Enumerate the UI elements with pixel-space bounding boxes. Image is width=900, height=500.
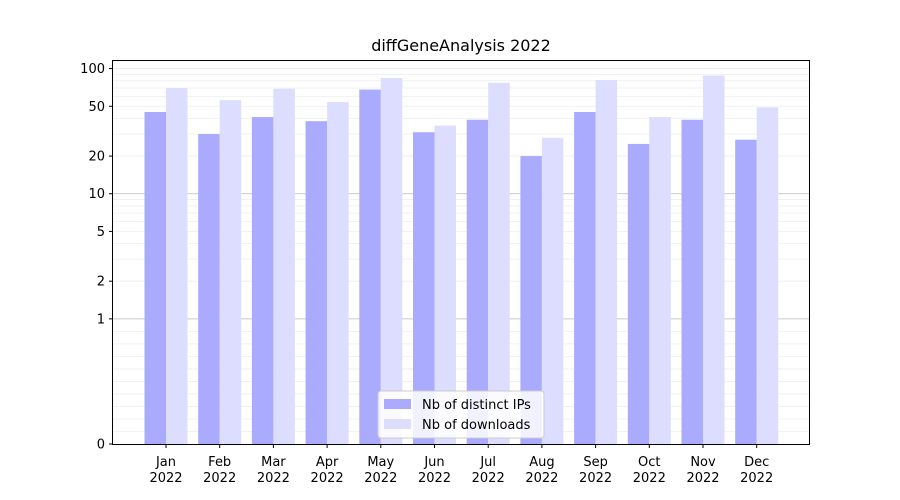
y-tick-label: 0 xyxy=(97,438,105,453)
y-tick-label: 5 xyxy=(97,225,105,240)
legend-box xyxy=(377,390,545,439)
legend-swatch xyxy=(384,419,411,429)
bar-distinct-ips xyxy=(735,139,757,444)
x-tick-label: May 2022 xyxy=(364,455,397,486)
x-tick-label: Jan 2022 xyxy=(149,455,182,486)
bar-distinct-ips xyxy=(466,119,489,444)
x-tick-label: Dec 2022 xyxy=(740,455,773,486)
bars-layer xyxy=(144,75,779,445)
bar-downloads xyxy=(166,87,188,444)
y-tick-label: 100 xyxy=(80,62,105,77)
plot-frame xyxy=(112,60,810,445)
bar-downloads xyxy=(273,88,295,444)
bar-distinct-ips xyxy=(305,121,328,444)
x-tick-label: Jun 2022 xyxy=(418,455,451,486)
bar-downloads xyxy=(434,125,456,444)
legend-label: Nb of downloads xyxy=(422,418,531,433)
bar-downloads xyxy=(649,117,671,444)
bar-distinct-ips xyxy=(198,134,220,445)
bar-distinct-ips xyxy=(520,156,542,445)
bar-distinct-ips xyxy=(251,117,274,444)
x-tick-label: Feb 2022 xyxy=(203,455,236,486)
x-tick-label: Oct 2022 xyxy=(633,455,666,486)
y-tick-label: 10 xyxy=(88,187,105,202)
legend: Nb of distinct IPs Nb of downloads xyxy=(377,390,545,439)
chart-title: diffGeneAnalysis 2022 xyxy=(371,36,551,55)
y-tick-label: 1 xyxy=(97,312,105,327)
x-tick-label: Apr 2022 xyxy=(311,455,344,486)
x-tick-label: Nov 2022 xyxy=(686,455,719,486)
x-tick-label: Sep 2022 xyxy=(579,455,612,486)
y-tick-label: 20 xyxy=(88,150,105,165)
y-tick-label: 50 xyxy=(88,100,105,115)
y-axis: 0 1 2 5 10 20 50 100 xyxy=(80,62,113,453)
x-tick-label: Jul 2022 xyxy=(472,455,505,486)
x-tick-label: Aug 2022 xyxy=(525,455,558,486)
legend-label: Nb of distinct IPs xyxy=(422,398,531,413)
bar-downloads xyxy=(703,75,725,444)
bar-distinct-ips xyxy=(627,143,650,444)
bar-distinct-ips xyxy=(574,111,596,444)
bar-downloads xyxy=(327,102,349,445)
x-axis: Jan 2022 Feb 2022 Mar 2022 Apr 2022 May 2022 Jun 20… xyxy=(149,444,773,486)
bar-downloads xyxy=(541,137,564,445)
bar-distinct-ips xyxy=(413,132,435,444)
bar-downloads xyxy=(595,80,618,445)
bar-distinct-ips xyxy=(359,89,381,445)
bar-distinct-ips xyxy=(681,119,703,444)
bar-downloads xyxy=(380,78,403,445)
bar-downloads xyxy=(488,82,510,445)
bar-downloads xyxy=(756,107,779,445)
legend-swatch xyxy=(384,399,411,409)
bar-distinct-ips xyxy=(144,111,166,444)
bar-downloads xyxy=(219,100,242,445)
y-tick-label: 2 xyxy=(97,275,105,290)
x-tick-label: Mar 2022 xyxy=(257,455,290,486)
